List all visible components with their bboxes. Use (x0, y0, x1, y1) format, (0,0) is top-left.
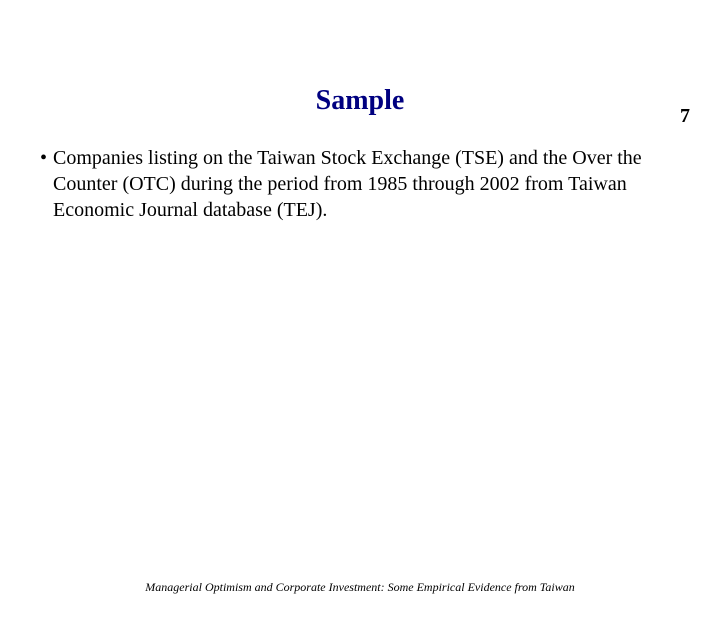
bullet-item: • Companies listing on the Taiwan Stock … (40, 145, 665, 223)
page-number: 7 (680, 105, 690, 128)
bullet-marker: • (40, 145, 47, 171)
footer-text: Managerial Optimism and Corporate Invest… (0, 580, 720, 595)
bullet-text: Companies listing on the Taiwan Stock Ex… (53, 145, 665, 223)
content-area: • Companies listing on the Taiwan Stock … (0, 145, 720, 223)
slide-title: Sample (0, 85, 720, 117)
